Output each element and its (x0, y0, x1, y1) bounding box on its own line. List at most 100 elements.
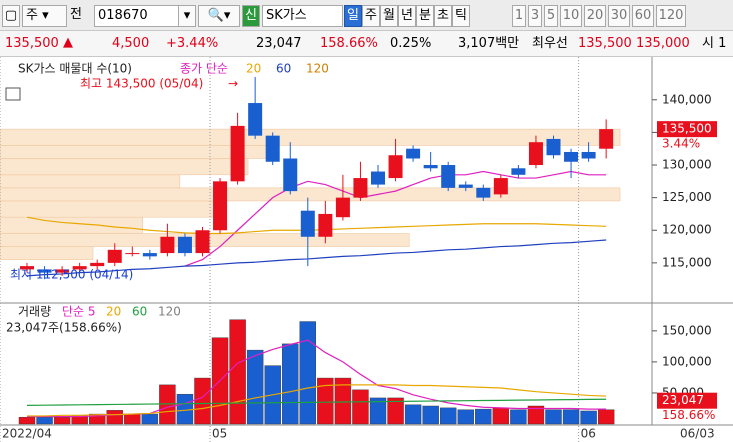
volume-bar (457, 409, 474, 425)
change-sign: ▲ (63, 35, 73, 50)
date-label: 06/03 (680, 427, 715, 441)
legend-entry: 120 (306, 62, 329, 76)
candle-body (564, 151, 579, 162)
period-button[interactable]: 년 (398, 5, 416, 27)
candle-body (476, 187, 491, 198)
candle-body (125, 253, 140, 255)
candle-body (300, 210, 315, 237)
annotation-arrow: → (228, 77, 238, 91)
code-input[interactable]: 018670 (94, 5, 179, 27)
y-tick-label: 150,000 (662, 323, 712, 337)
chart-bg (0, 57, 733, 442)
interval-button[interactable]: 20 (584, 5, 606, 27)
price-profile-bar (0, 174, 181, 189)
volume-bar (53, 416, 71, 425)
candle-body (55, 269, 70, 273)
candle-body (581, 151, 596, 159)
chart-subtitle: 23,047주(158.66%) (6, 321, 122, 335)
volume-bar (18, 416, 36, 425)
open-label: 시 1 (702, 36, 727, 51)
volume-bar (317, 377, 334, 425)
menu-icon[interactable]: ▢ (2, 5, 20, 27)
volume-bar (36, 416, 53, 425)
candle-body (248, 103, 263, 136)
candle-body (511, 168, 526, 175)
price-profile-bar (0, 246, 94, 260)
price: 135,500 (5, 36, 59, 51)
volume-bar (440, 407, 457, 425)
volume: 23,047 (256, 36, 302, 51)
period-button[interactable]: 월 (380, 5, 398, 27)
candle-body (283, 158, 298, 192)
period-button[interactable]: 일 (344, 5, 362, 27)
search-button[interactable]: 🔍▾ (198, 5, 240, 27)
volume-bar (387, 397, 404, 425)
candle-body (20, 266, 34, 270)
code: 018670 (98, 8, 148, 23)
turnover: 0.25% (390, 36, 432, 51)
candle-body (423, 165, 438, 169)
legend-entry: 종가 단순 (180, 62, 228, 76)
period-button[interactable]: 주 (362, 5, 380, 27)
annotation: 최저 112,500 (04/14) (10, 268, 133, 282)
market-select[interactable]: 주 ▾ (22, 5, 67, 27)
chart: 115,000120,000125,000130,000135,000140,0… (0, 57, 733, 442)
interval-button[interactable]: 3 (528, 5, 542, 27)
change: 4,500 (112, 36, 150, 51)
last-volume-label: 23,047 (662, 393, 704, 407)
x-tick-label: 06 (581, 427, 596, 441)
candle-body (371, 171, 385, 185)
candle-body (72, 266, 87, 270)
candle-body (230, 125, 245, 182)
table-icon[interactable] (5, 87, 21, 101)
candle-body (142, 253, 157, 257)
volume-bar (597, 409, 615, 425)
interval-button[interactable]: 1 (512, 5, 526, 27)
price-profile-bar (0, 128, 621, 146)
interval-button[interactable]: 60 (632, 5, 654, 27)
best-label: 최우선 (532, 36, 568, 51)
candle-body (177, 236, 192, 254)
price-profile-bar (0, 200, 218, 218)
volume-bar (369, 397, 387, 425)
period-button[interactable]: 분 (416, 5, 434, 27)
amount: 3,107백만 (458, 36, 520, 51)
volume-bar (88, 413, 106, 425)
volume-bar (71, 415, 88, 425)
candle-body (528, 142, 543, 166)
interval-button[interactable]: 120 (656, 5, 686, 27)
interval-button[interactable]: 30 (608, 5, 630, 27)
y-tick-label: 115,000 (662, 255, 712, 269)
candle-body (441, 165, 456, 188)
volume-bar (282, 343, 299, 425)
y-tick-label: 120,000 (662, 223, 712, 237)
volume-bar (510, 409, 527, 425)
moving-average-line (26, 216, 607, 235)
legend-entry: 20 (246, 62, 261, 76)
candle-body (353, 178, 368, 198)
volume-bar (246, 349, 264, 425)
volume-bar (334, 377, 352, 425)
interval-button[interactable]: 5 (544, 5, 558, 27)
moving-average-line (27, 384, 607, 417)
new-badge[interactable]: 신 (242, 5, 260, 27)
price-profile-bar (0, 216, 143, 234)
legend-entry: 120 (158, 305, 181, 319)
volume-bar (141, 413, 159, 425)
candle-body (388, 155, 403, 179)
candle-body (265, 135, 280, 162)
volume-bar (404, 404, 422, 425)
x-tick-label: 2022/04 (2, 427, 52, 441)
candle-body (107, 249, 122, 263)
candle-body (160, 236, 175, 254)
interval-button[interactable]: 10 (560, 5, 582, 27)
candle-body (37, 269, 52, 273)
y-tick-label: 125,000 (662, 190, 712, 204)
stock-name: SK가스 (262, 5, 343, 27)
period-button[interactable]: 초 (434, 5, 452, 27)
period-button[interactable]: 틱 (452, 5, 470, 27)
code-dropdown[interactable]: ▾ (178, 5, 196, 27)
prev-label: 전 (70, 7, 82, 22)
